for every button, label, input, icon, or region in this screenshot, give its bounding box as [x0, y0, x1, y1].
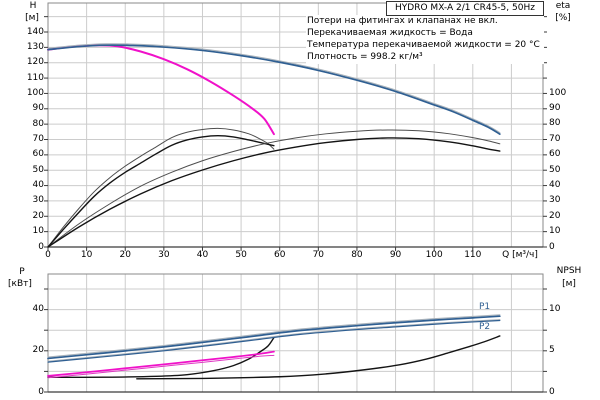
QH-2-pumps-halo: [47, 43, 501, 134]
curve-eta-2-pumps-lower: [47, 137, 501, 248]
curve-P2-line: [47, 319, 501, 363]
curve-P-1-pump-upper: [47, 350, 275, 377]
curve-eta-1-pump-lower: [47, 134, 275, 248]
curve-P-1-pump-lower: [47, 354, 275, 379]
curve-QH-2-pumps: [47, 44, 501, 135]
curve-QH-1-pump: [47, 44, 275, 136]
curve-eta-2-pumps-upper: [47, 129, 501, 248]
curve-NPSH-2-pumps: [136, 335, 501, 380]
curve-NPSH-1-pump: [47, 336, 275, 379]
curve-P1: [47, 315, 501, 360]
curve-P2: [47, 319, 501, 362]
P1-halo: [47, 314, 501, 358]
curve-eta-1-pump-upper: [47, 127, 275, 248]
